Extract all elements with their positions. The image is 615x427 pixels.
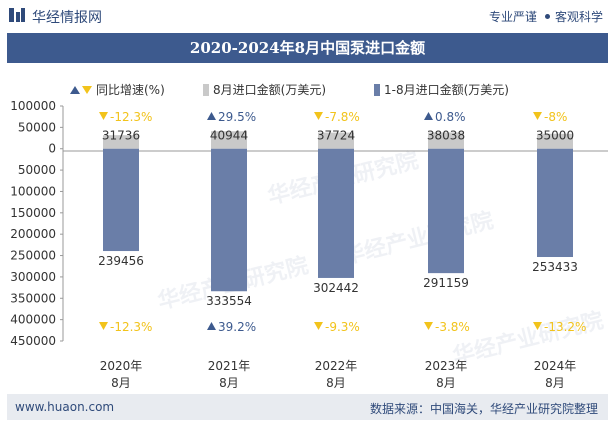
legend-monthly-swatch: [203, 84, 209, 96]
cumulative-growth-label: -12.3%: [110, 320, 152, 334]
bar-chart: 同比增速(%) 8月进口金额(万美元) 1-8月进口金额(万美元) 华经产业研究…: [10, 82, 608, 390]
legend-cumulative-swatch: [374, 84, 380, 96]
y-tick-label: 200000: [10, 227, 56, 241]
watermark-text: 华经产业研究院: [450, 307, 606, 369]
monthly-growth-label: 0.8%: [435, 110, 466, 124]
growth-down-triangle-icon: [533, 322, 542, 330]
x-category-label: 2020年: [100, 359, 143, 373]
growth-down-triangle-icon: [533, 112, 542, 120]
tagline: 专业严谨 客观科学: [489, 8, 603, 25]
monthly-growth-label: -7.8%: [325, 110, 360, 124]
growth-down-triangle-icon: [424, 322, 433, 330]
growth-up-triangle-icon: [207, 112, 216, 120]
footer-bar: www.huaon.com 数据来源：中国海关，华经产业研究院整理: [7, 394, 608, 420]
legend-monthly-label: 8月进口金额(万美元): [213, 82, 326, 97]
cumulative-bar: [318, 148, 354, 278]
growth-down-triangle-icon: [314, 112, 323, 120]
y-tick-label: 450000: [10, 334, 56, 348]
x-category-label: 2023年: [425, 359, 468, 373]
monthly-value-label: 38038: [427, 129, 465, 143]
monthly-growth-label: -8%: [544, 110, 567, 124]
cumulative-bar: [211, 148, 247, 292]
growth-up-triangle-icon: [424, 112, 433, 120]
y-tick-label: 350000: [10, 291, 56, 305]
cumulative-value-label: 239456: [98, 254, 144, 268]
legend-down-triangle-icon: [82, 86, 92, 94]
monthly-bar: [428, 132, 464, 149]
x-category-label: 8月: [219, 376, 239, 390]
y-tick-label: 300000: [10, 270, 56, 284]
x-category-label: 2024年: [534, 359, 577, 373]
bars: 31736 239456 -12.3% -12.3% 40944 333554 29.5% 3…: [98, 110, 586, 334]
cumulative-value-label: 333554: [206, 294, 252, 308]
cumulative-growth-label: 39.2%: [218, 320, 256, 334]
y-axis: 100000 50000 0 50000 100000 150000 200000 25000…: [10, 99, 63, 348]
cumulative-value-label: 291159: [423, 276, 469, 290]
monthly-bar: [103, 135, 139, 149]
tagline-dot-icon: [544, 14, 550, 19]
cumulative-value-label: 302442: [313, 281, 359, 295]
monthly-value-label: 37724: [317, 129, 355, 143]
x-category-label: 8月: [545, 376, 565, 390]
monthly-growth-label: -12.3%: [110, 110, 152, 124]
legend-cumulative-label: 1-8月进口金额(万美元): [384, 82, 509, 97]
huajing-logo-icon: [9, 8, 25, 22]
legend: 同比增速(%) 8月进口金额(万美元) 1-8月进口金额(万美元): [70, 82, 509, 97]
chart-title: 2020-2024年8月中国泵进口金额: [189, 39, 426, 57]
monthly-value-label: 40944: [210, 129, 248, 143]
cumulative-growth-label: -3.8%: [435, 320, 470, 334]
monthly-bar: [211, 131, 247, 149]
x-category-label: 2021年: [208, 359, 251, 373]
y-tick-label: 150000: [10, 206, 56, 220]
title-bar: 2020-2024年8月中国泵进口金额: [7, 33, 608, 63]
x-category-label: 8月: [326, 376, 346, 390]
y-tick-label: 50000: [18, 120, 56, 134]
growth-down-triangle-icon: [314, 322, 323, 330]
y-tick-label: 50000: [18, 163, 56, 177]
cumulative-growth-label: -13.2%: [544, 320, 586, 334]
monthly-bar: [537, 133, 573, 149]
y-tick-label: 0: [48, 142, 56, 156]
footer-url: www.huaon.com: [15, 400, 115, 414]
brand-name: 华经情报网: [32, 10, 102, 26]
y-tick-label: 400000: [10, 313, 56, 327]
footer-source: 数据来源：中国海关，华经产业研究院整理: [369, 402, 598, 416]
legend-up-triangle-icon: [70, 86, 80, 94]
x-axis-labels: 2020年 8月 2021年 8月 2022年 8月 2023年 8月 2024年 8月: [100, 359, 577, 390]
tagline-right: 客观科学: [554, 10, 603, 24]
x-category-label: 8月: [436, 376, 456, 390]
legend-growth-label: 同比增速(%): [96, 83, 165, 97]
monthly-value-label: 35000: [536, 129, 574, 143]
cumulative-bar: [428, 148, 464, 274]
y-tick-label: 100000: [10, 184, 56, 198]
cumulative-value-label: 253433: [532, 260, 578, 274]
x-category-label: 2022年: [315, 359, 358, 373]
growth-down-triangle-icon: [99, 112, 108, 120]
cumulative-bar: [103, 148, 139, 252]
cumulative-bar: [537, 148, 573, 258]
monthly-bar: [318, 132, 354, 149]
growth-up-triangle-icon: [207, 322, 216, 330]
monthly-value-label: 31736: [102, 129, 140, 143]
x-category-label: 8月: [111, 376, 131, 390]
watermark-text: 华经产业研究院: [340, 207, 496, 269]
growth-down-triangle-icon: [99, 322, 108, 330]
cumulative-growth-label: -9.3%: [325, 320, 360, 334]
y-tick-label: 250000: [10, 249, 56, 263]
top-bar: 华经情报网 专业严谨 客观科学: [0, 0, 615, 32]
monthly-growth-label: 29.5%: [218, 110, 256, 124]
y-tick-label: 100000: [10, 99, 56, 113]
tagline-left: 专业严谨: [488, 10, 537, 24]
